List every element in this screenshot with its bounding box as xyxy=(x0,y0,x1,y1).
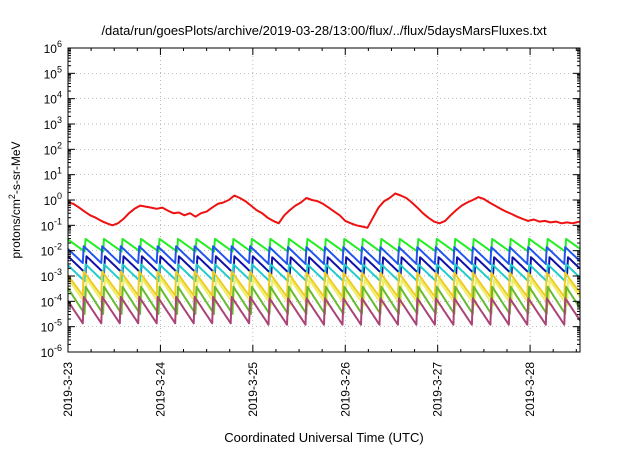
x-tick-label: 2019-3-24 xyxy=(153,362,167,417)
y-tick-label: 10-1 xyxy=(41,216,62,233)
y-axis-label-suffix: -s-sr-MeV xyxy=(9,141,23,194)
series-line-1 xyxy=(67,192,581,229)
y-tick-label: 10-3 xyxy=(41,267,62,284)
y-axis-label: protons/cm2-s-sr-MeV xyxy=(7,141,23,258)
x-tick-label: 2019-3-25 xyxy=(246,362,260,417)
y-tick-label: 100 xyxy=(44,191,62,208)
y-tick-label: 10-6 xyxy=(41,343,62,360)
x-tick-label: 2019-3-27 xyxy=(431,362,445,417)
y-tick-label: 10-4 xyxy=(41,292,62,309)
y-tick-label: 10-2 xyxy=(41,242,62,259)
series-line-9 xyxy=(67,295,581,326)
y-tick-label: 102 xyxy=(44,140,62,157)
y-axis-label-sup: 2 xyxy=(7,194,17,199)
y-axis: 10-6 10-5 10-4 10-3 10-2 10-1 100 101 102 103 104 1… xyxy=(41,39,580,360)
x-axis-label: Coordinated Universal Time (UTC) xyxy=(224,430,423,445)
y-tick-label: 105 xyxy=(44,64,62,81)
y-axis-label-prefix: protons/cm xyxy=(9,199,23,258)
y-tick-label: 103 xyxy=(44,115,62,132)
series-line-4 xyxy=(67,255,581,275)
y-tick-label: 104 xyxy=(44,90,62,107)
series-line-6 xyxy=(67,270,581,298)
x-axis: 2019-3-23 2019-3-24 2019-3-25 2019-3-26 2019… xyxy=(61,48,577,417)
series-line-3 xyxy=(67,245,581,265)
chart-title: /data/run/goesPlots/archive/2019-03-28/1… xyxy=(101,23,547,38)
series-layer xyxy=(67,192,581,326)
x-tick-label: 2019-3-26 xyxy=(338,362,352,417)
y-tick-label: 10-5 xyxy=(41,318,62,335)
x-tick-label: 2019-3-28 xyxy=(523,362,537,417)
y-tick-label: 106 xyxy=(44,39,62,56)
y-tick-label: 101 xyxy=(44,166,62,183)
x-tick-label: 2019-3-23 xyxy=(61,362,75,417)
